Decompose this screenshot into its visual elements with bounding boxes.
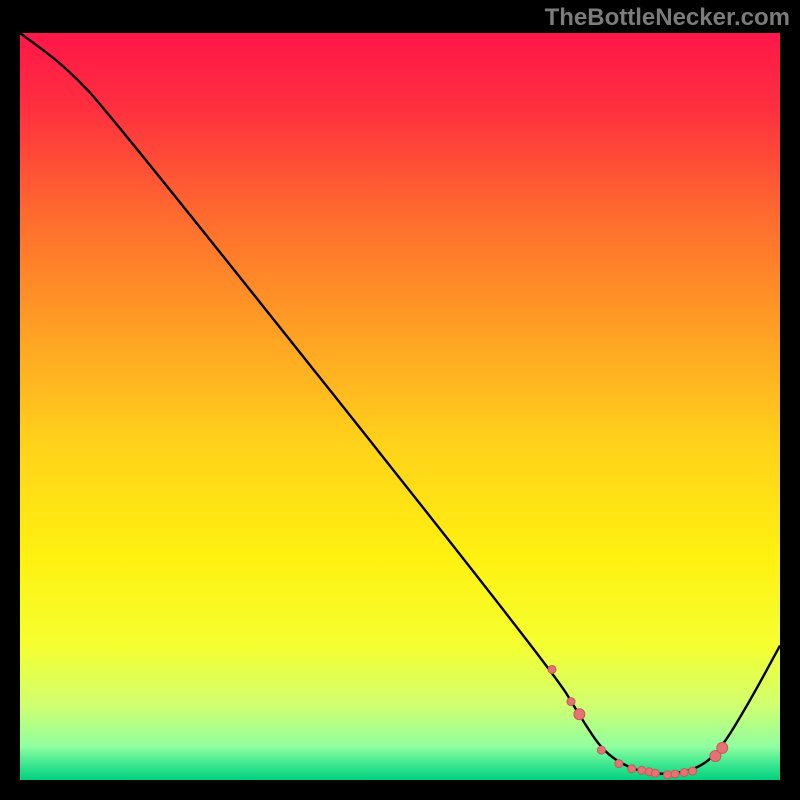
data-marker bbox=[567, 698, 575, 706]
data-marker bbox=[717, 742, 728, 753]
chart-container: TheBottleNecker.com bbox=[0, 0, 800, 800]
data-marker bbox=[671, 770, 679, 778]
data-marker bbox=[597, 746, 605, 754]
data-marker bbox=[689, 767, 697, 775]
data-marker bbox=[651, 769, 659, 777]
watermark-text: TheBottleNecker.com bbox=[545, 4, 790, 32]
chart-svg bbox=[0, 0, 800, 800]
data-marker bbox=[680, 769, 688, 777]
data-marker bbox=[574, 709, 585, 720]
data-marker bbox=[638, 766, 646, 774]
data-marker bbox=[548, 665, 556, 673]
data-marker bbox=[664, 771, 672, 779]
data-marker bbox=[615, 760, 623, 768]
data-marker bbox=[628, 765, 636, 773]
